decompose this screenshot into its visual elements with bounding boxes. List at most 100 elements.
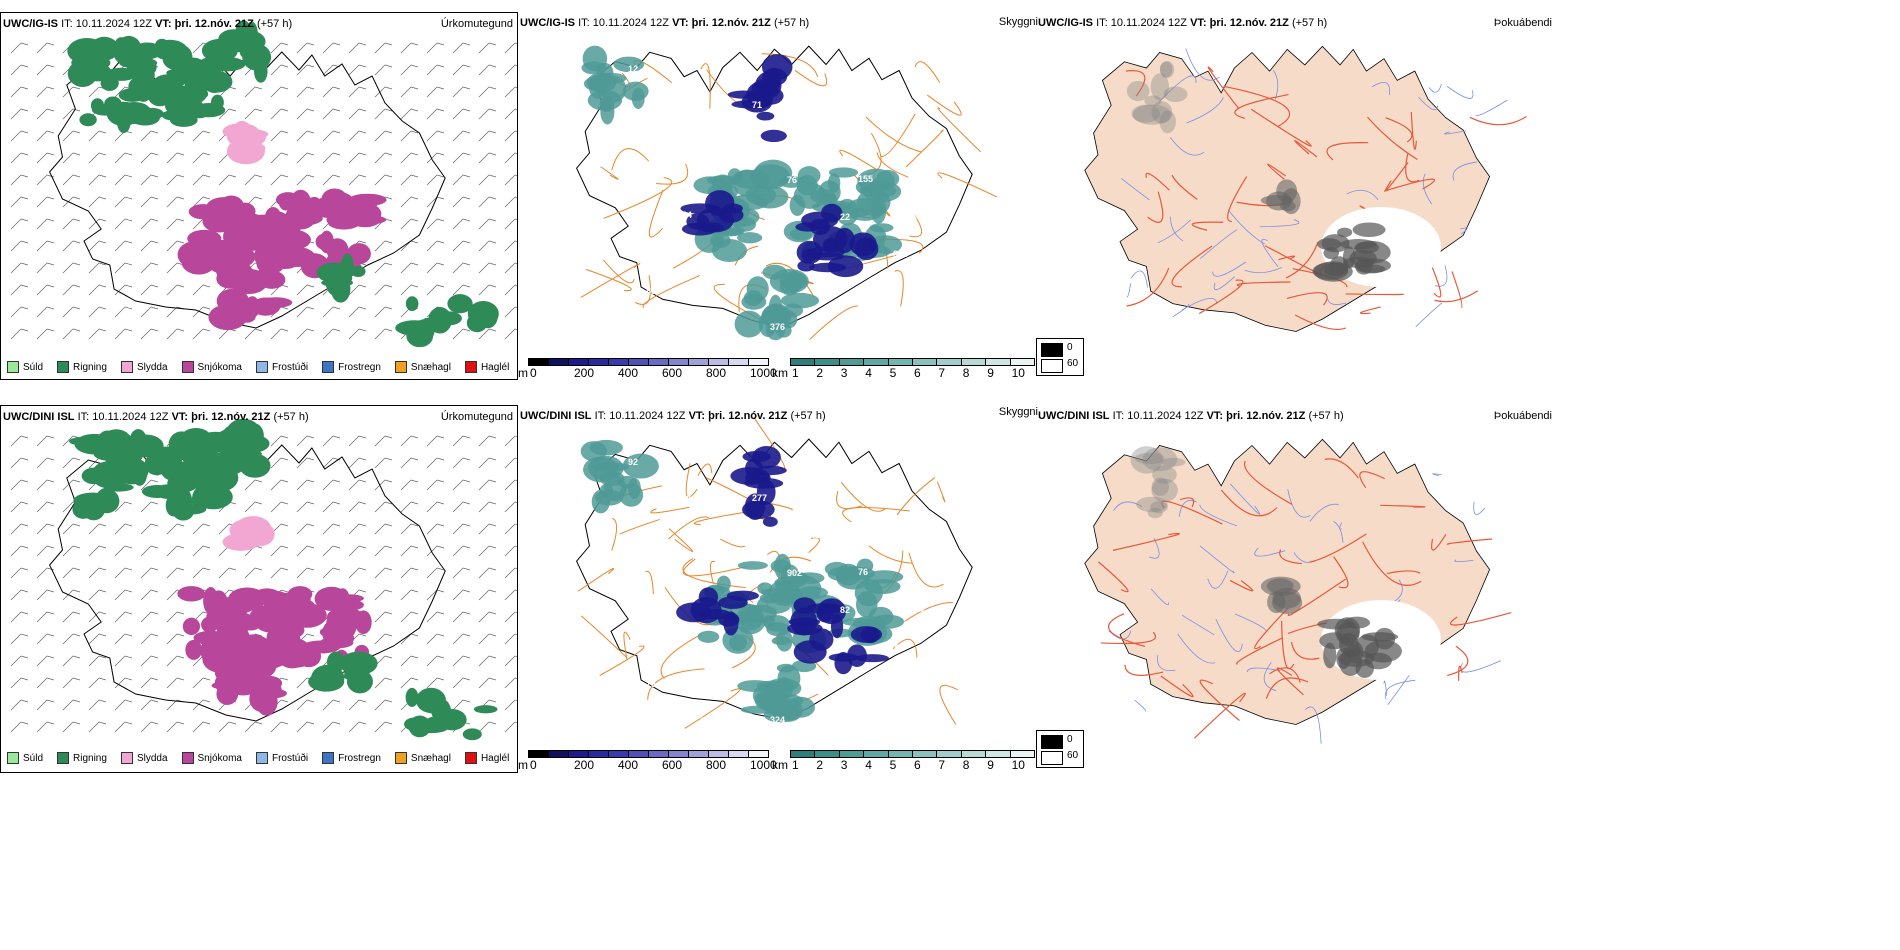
visibility-bar-tick: 8 — [962, 758, 970, 772]
visibility-bar-tick: 3 — [840, 366, 848, 380]
precip-map-bottom — [10, 418, 517, 741]
visibility-bar-segment — [838, 358, 865, 366]
visibility-value-label: 37 — [734, 138, 744, 148]
visibility-bar-segment — [960, 750, 987, 758]
panel-title: UWC/DINI ISL IT: 10.11.2024 12Z VT: þri.… — [520, 410, 826, 422]
visibility-value-label: 76 — [858, 567, 868, 577]
legend-item: Haglél — [464, 752, 509, 764]
legend-label: Snæhagl — [410, 752, 451, 764]
visibility-bar-tick: 7 — [938, 758, 946, 772]
height-bar-segment — [628, 358, 649, 366]
fog-legend-label: 60 — [1067, 750, 1079, 761]
visibility-value-label: 83 — [911, 211, 921, 221]
visibility-value-label: 142 — [805, 530, 820, 540]
height-bar-tick: 600 — [662, 758, 683, 772]
height-bar-segment — [728, 358, 749, 366]
legend-item: Slydda — [120, 361, 168, 373]
height-bar-segment — [748, 358, 769, 366]
visibility-value-label: 69 — [681, 101, 691, 111]
panel-title: UWC/IG-IS IT: 10.11.2024 12Z VT: þri. 12… — [520, 17, 810, 29]
fog-legend-label: 60 — [1067, 358, 1079, 369]
fog-legend-swatch — [1041, 751, 1063, 765]
visibility-value-label: 83 — [646, 286, 656, 296]
height-bar-tick: 200 — [574, 758, 595, 772]
panel-title: UWC/DINI ISL IT: 10.11.2024 12Z VT: þri.… — [3, 411, 309, 423]
fog-title: Þokuábendi — [1493, 410, 1552, 422]
visibility-bar-segment — [1009, 358, 1035, 366]
legend-item: Súld — [7, 361, 43, 373]
legend-label: Slydda — [136, 752, 168, 764]
visibility-map-bottom: 92 76 101 902 82 71 76 49 277 142 76 102 10 24 324 45 47… — [576, 416, 973, 729]
legend-item: Rigning — [57, 752, 107, 764]
legend-swatch — [181, 752, 194, 764]
height-bar-tick: 1000 — [750, 366, 777, 380]
height-bar-segment — [528, 750, 549, 758]
height-bar-unit: m — [518, 758, 528, 772]
visibility-bar-tick: 7 — [938, 366, 946, 380]
height-bar-segment — [588, 750, 609, 758]
legend-swatch — [255, 361, 268, 373]
legend-label: Frostregn — [338, 752, 381, 764]
visibility-value-label: 101 — [734, 531, 749, 541]
legend-item: Slydda — [120, 752, 168, 764]
visibility-bar-segment — [863, 358, 889, 366]
height-bar-tick: 0 — [530, 366, 537, 380]
legend-label: Frostregn — [338, 361, 381, 373]
visibility-value-label: 65 — [699, 323, 709, 333]
visibility-bar-tick: 4 — [865, 366, 872, 380]
visibility-value-label: 324 — [770, 715, 785, 725]
visibility-value-label: 155 — [858, 174, 873, 184]
visibility-value-label: 47 — [876, 136, 886, 146]
height-colorbar-bottom: m 0 200 400 600 800 1000 — [518, 750, 777, 772]
visibility-bar-tick: 6 — [914, 758, 921, 772]
visibility-value-label: 24 — [717, 678, 727, 688]
height-bar-segment — [568, 358, 589, 366]
panel-title: UWC/IG-IS IT: 10.11.2024 12Z VT: þri. 12… — [3, 18, 293, 30]
legend-swatch — [255, 752, 268, 764]
visibility-bar-segment — [790, 358, 816, 366]
visibility-bar-segment — [912, 358, 938, 366]
legend-swatch — [464, 361, 477, 373]
legend-swatch — [322, 361, 335, 373]
legend-item: Frostregn — [322, 361, 381, 373]
visibility-value-label: 49 — [699, 716, 709, 726]
visibility-value-label: 11 — [664, 248, 674, 258]
height-bar-segment — [528, 358, 549, 366]
visibility-value-label: 47 — [876, 529, 886, 539]
visibility-bar-tick: 10 — [1011, 366, 1025, 380]
height-bar-segment — [628, 750, 649, 758]
visibility-bar-tick: 4 — [865, 758, 872, 772]
visibility-bar-tick: 1 — [792, 758, 799, 772]
visibility-bar-segment — [936, 750, 962, 758]
height-bar-unit: m — [518, 366, 528, 380]
precip-map-top — [10, 20, 517, 348]
visibility-value-label: 277 — [752, 493, 767, 503]
legend-label: Rigning — [73, 752, 107, 764]
precip-legend: Súld Rigning Slydda Snjókoma Frostúði Frostre… — [1, 357, 517, 377]
visibility-title: Skyggni — [998, 16, 1038, 28]
height-bar-segment — [568, 750, 589, 758]
visibility-bar-tick: 2 — [816, 366, 824, 380]
visibility-value-label: 71 — [752, 100, 762, 110]
panel-title: UWC/DINI ISL IT: 10.11.2024 12Z VT: þri.… — [1038, 410, 1344, 422]
visibility-title: Skyggni — [998, 406, 1038, 418]
legend-swatch — [7, 361, 19, 373]
fog-legend-swatch — [1041, 735, 1063, 749]
visibility-bar-segment — [1009, 750, 1035, 758]
visibility-value-label: 71 — [893, 642, 903, 652]
height-bar-tick: 1000 — [750, 758, 777, 772]
visibility-value-label: 73 — [717, 285, 727, 295]
height-bar-segment — [608, 358, 629, 366]
visibility-bar-tick: 1 — [792, 366, 799, 380]
visibility-value-label: 76 — [646, 679, 656, 689]
visibility-bar-tick: 10 — [1011, 758, 1025, 772]
visibility-panel-top: 12 69 37 76 22 918 83 65 71 47 155 83 11 73 376 13 47 56 6… — [518, 12, 1038, 380]
height-bar-segment — [668, 750, 689, 758]
height-bar-segment — [708, 750, 729, 758]
legend-item: Frostúði — [255, 361, 308, 373]
precip-panel-top: UWC/IG-IS IT: 10.11.2024 12Z VT: þri. 12… — [0, 12, 518, 380]
visibility-bar-tick: 5 — [889, 758, 897, 772]
legend-label: Rigning — [73, 361, 107, 373]
visibility-value-label: 918 — [893, 249, 908, 259]
fog-map-bottom — [1084, 438, 1512, 744]
